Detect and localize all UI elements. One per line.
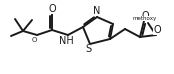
Text: N: N <box>93 6 101 16</box>
Text: O: O <box>48 4 56 14</box>
Text: O: O <box>31 37 37 43</box>
Text: S: S <box>85 44 91 54</box>
Text: O: O <box>141 11 149 21</box>
Text: methoxy: methoxy <box>133 15 157 20</box>
Text: O: O <box>153 25 161 35</box>
Text: NH: NH <box>59 36 73 46</box>
